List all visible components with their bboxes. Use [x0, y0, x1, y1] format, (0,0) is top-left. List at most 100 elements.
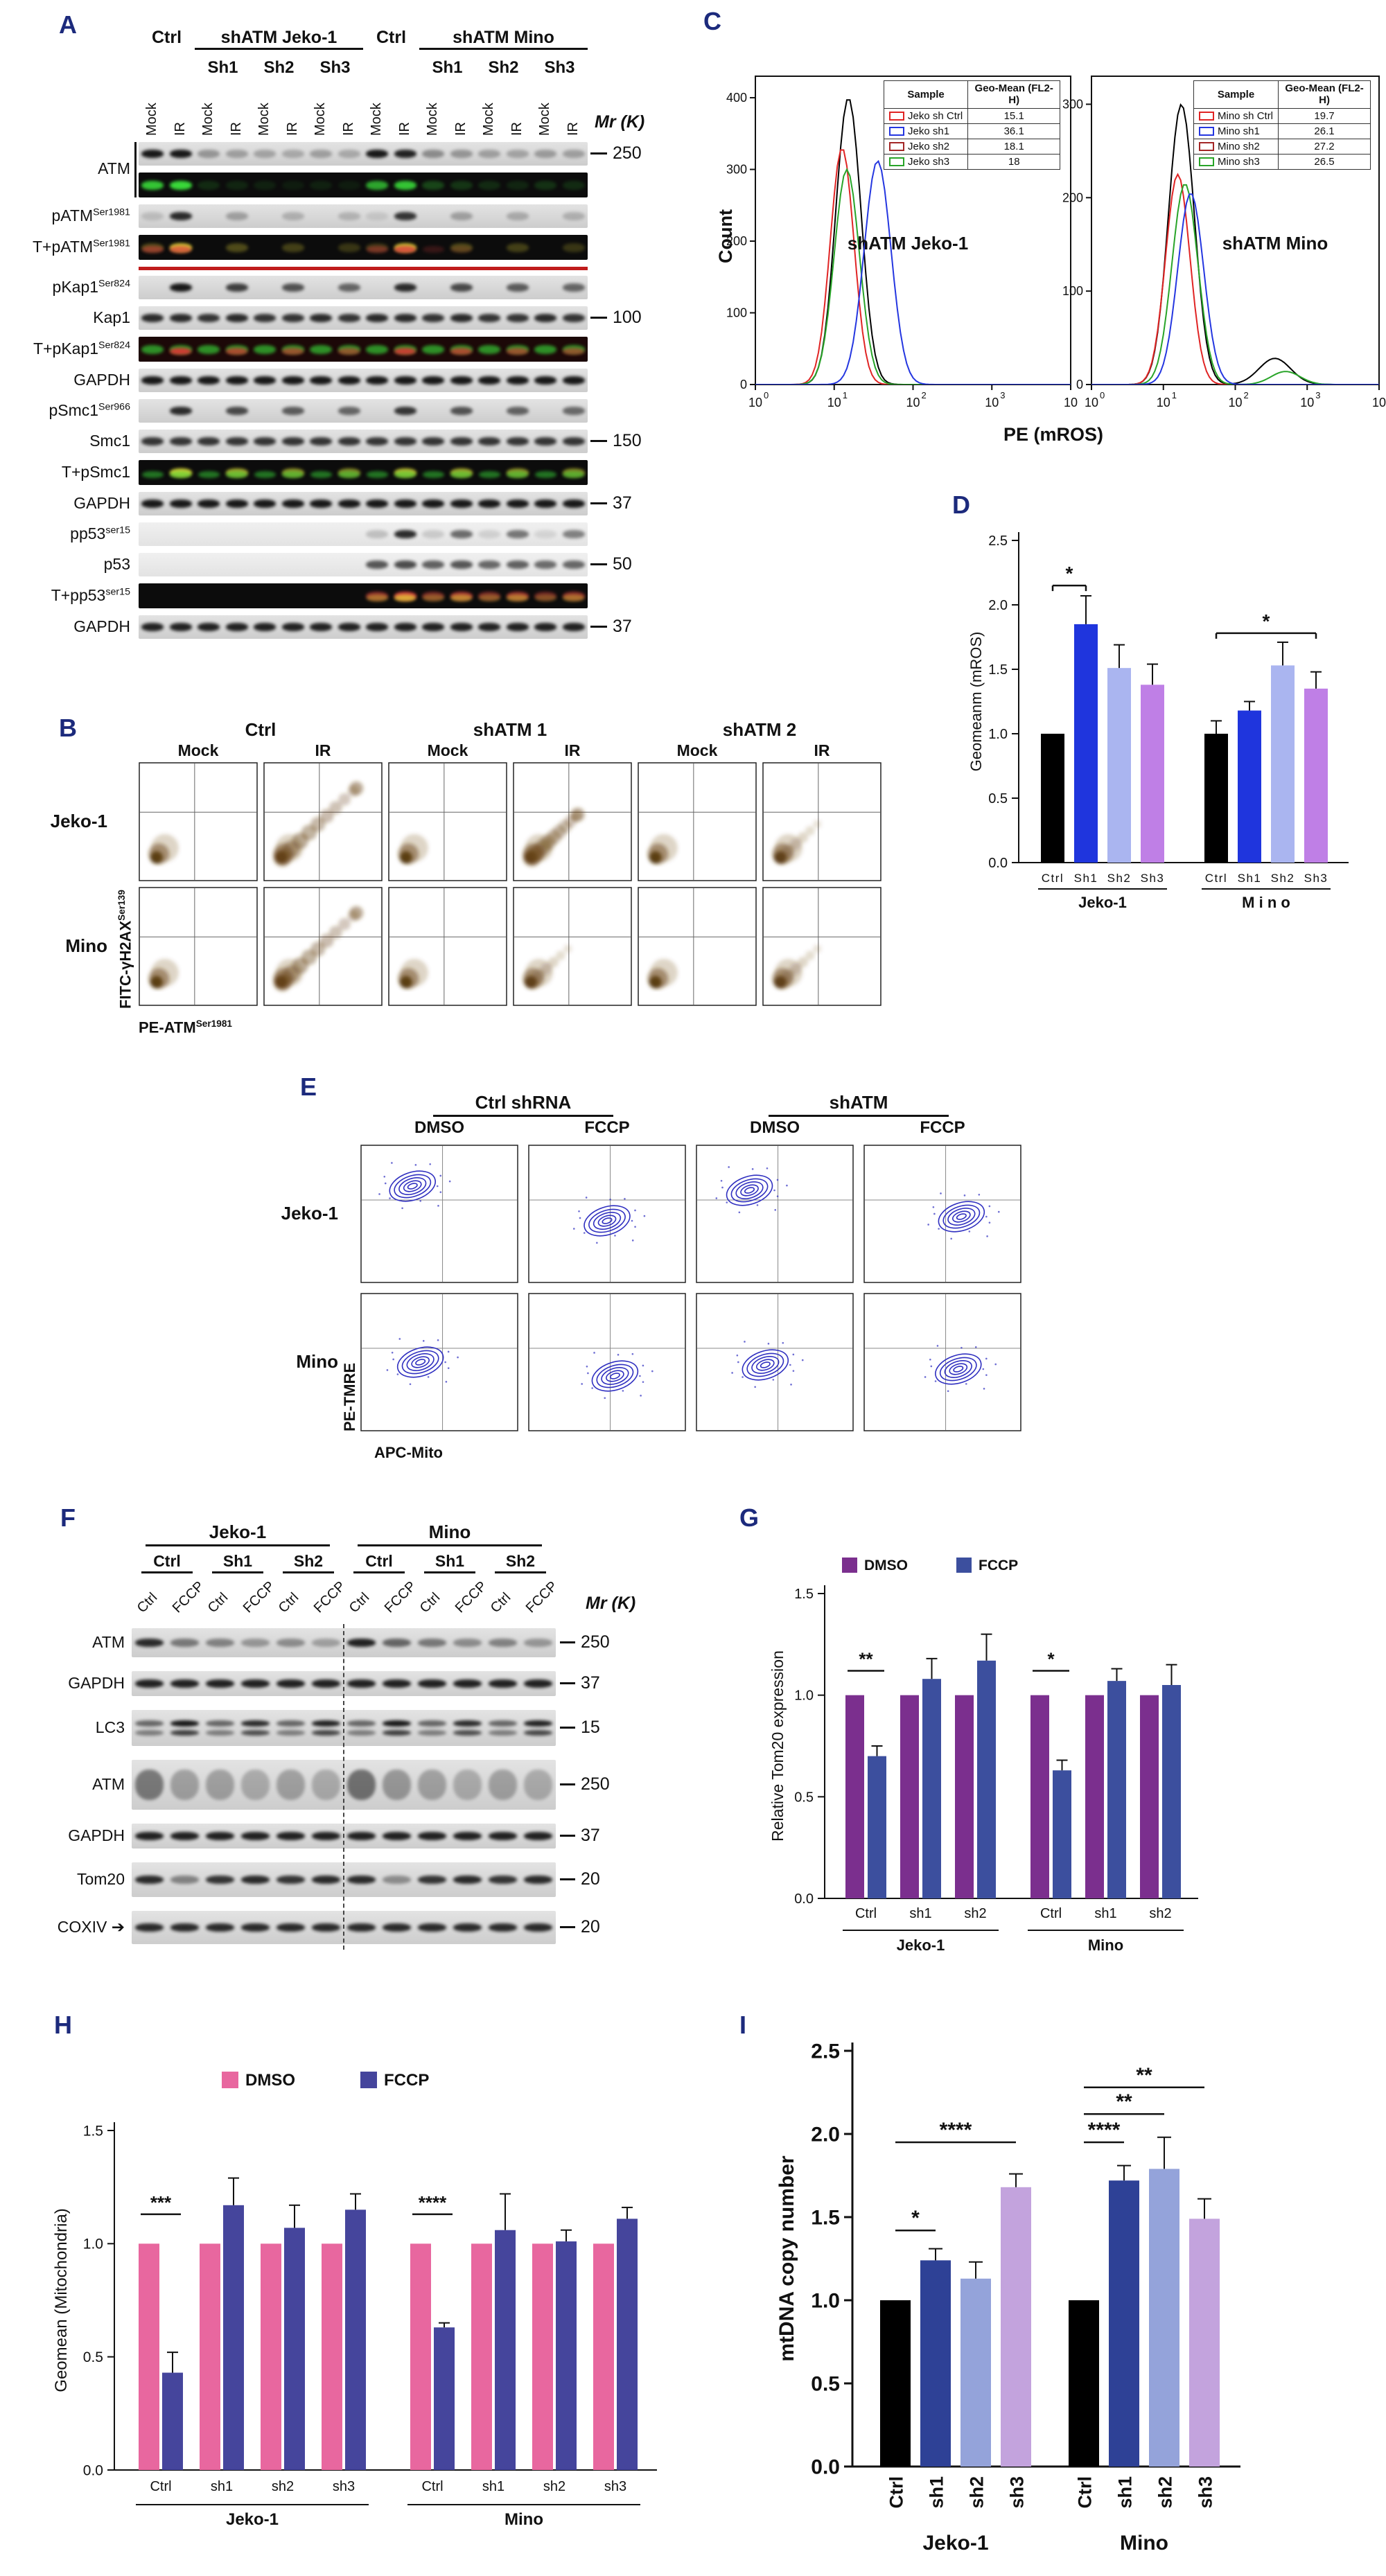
blot-band	[534, 344, 557, 354]
contour-ring	[944, 1360, 972, 1378]
b-cell-0-3	[513, 762, 632, 881]
bar	[1069, 2300, 1099, 2467]
b-cell-1-2	[388, 887, 507, 1006]
scatter-dot	[940, 1192, 942, 1194]
y-tick-label: 0.5	[83, 2349, 103, 2365]
blot-band	[450, 150, 473, 158]
blot-band	[450, 246, 473, 253]
blot-band	[506, 242, 529, 252]
legend-swatch	[842, 1558, 857, 1573]
blot-band	[337, 437, 360, 445]
blot-band	[489, 1679, 517, 1688]
y-tick-label: 1.5	[794, 1587, 814, 1602]
x-cat-label: Ctrl	[150, 2479, 171, 2494]
blot-band	[489, 1769, 517, 1801]
a-row-label-T+pp53-sup: ser15	[105, 586, 130, 598]
blot-band	[312, 1730, 340, 1736]
scatter-dot	[988, 1221, 991, 1224]
legend-swatch	[222, 2072, 238, 2088]
scatter-dot	[593, 1352, 595, 1354]
legend-label: DMSO	[864, 1558, 908, 1573]
blot-band	[277, 1876, 305, 1884]
group-label-1: Mino	[1088, 1937, 1123, 1954]
blot-band	[347, 1639, 376, 1647]
blot-band	[450, 348, 473, 355]
blot-band	[383, 1876, 411, 1884]
legend-cell: Mino sh Ctrl	[1193, 107, 1279, 124]
blot-band	[506, 150, 529, 158]
bar	[162, 2372, 183, 2470]
b-colgroup-1: shATM 1	[473, 719, 547, 740]
y-axis-label: Relative Tom20 expression	[769, 1650, 787, 1842]
contour-ring	[584, 1205, 631, 1237]
f-row-label-6: COXIV ➔	[57, 1918, 125, 1936]
blot-band	[450, 437, 473, 445]
e-subcol-1: FCCP	[584, 1118, 630, 1137]
scatter-dot	[401, 1207, 403, 1210]
sig-label: ****	[940, 2119, 972, 2142]
blot-band	[281, 623, 304, 631]
blot-band	[506, 180, 529, 190]
scatter-dot	[398, 1338, 401, 1340]
b-cell-1-4	[638, 887, 757, 1006]
a-row-label-Smc1: Smc1	[89, 432, 130, 450]
a-blot-pKap1	[139, 276, 588, 299]
blot-band	[422, 314, 445, 322]
blot-band	[225, 407, 248, 415]
sig-label: ***	[150, 2192, 172, 2213]
blot-band	[141, 180, 164, 190]
a-group-jeko: shATM Jeko-1	[195, 28, 363, 50]
blot-band	[310, 180, 333, 190]
contour-ring	[394, 1174, 432, 1199]
chart-D: 0.0 0.5 1.0 1.5 2.0 2.5 Geomeanm (mROS) Ctrl Sh1…	[967, 532, 1349, 911]
a-group-ctrl-2: Ctrl	[376, 28, 407, 47]
blot-band	[366, 242, 389, 252]
scatter-dot	[978, 1194, 981, 1196]
blot-band	[422, 180, 445, 190]
a-blot-T+pKap1	[139, 337, 588, 362]
blot-band	[422, 530, 445, 538]
e-x-axis-label: APC-Mito	[374, 1444, 443, 1461]
contour-ring	[735, 1181, 764, 1199]
c-legend-left: Sample Geo-Mean (FL2-H) Jeko sh Ctrl 15.1 Je…	[883, 80, 1061, 170]
x-cat-label: sh2	[966, 2476, 987, 2509]
blot-band	[254, 471, 276, 478]
blob	[319, 933, 334, 948]
x-tick-label: 10	[985, 396, 999, 409]
blot-band	[170, 1720, 199, 1727]
blot-band	[534, 150, 557, 158]
c-legend-left-table: Sample Geo-Mean (FL2-H) Jeko sh Ctrl 15.1 Je…	[883, 80, 1061, 170]
x-cat-label: sh3	[1195, 2476, 1216, 2509]
bar	[1041, 734, 1064, 863]
blob	[319, 809, 334, 823]
scatter-dot	[639, 1375, 641, 1377]
density-blob	[148, 833, 179, 865]
blot-band	[169, 623, 192, 631]
x-cat-label: sh1	[482, 2479, 505, 2494]
y-axis-label: Geomean (Mitochondria)	[52, 2208, 71, 2392]
y-tick-label: 2.5	[811, 2040, 840, 2063]
curves	[755, 99, 1071, 385]
blot-band	[422, 150, 445, 158]
scatter-dot	[437, 1205, 439, 1207]
x-cat-label: Sh2	[1107, 872, 1132, 885]
blot-band	[422, 471, 444, 478]
blot-band	[450, 407, 473, 415]
coxiv-arrow-icon: ➔	[111, 1918, 125, 1936]
blot-band	[506, 530, 529, 538]
blot-band	[338, 471, 360, 478]
a-row-label-ATM: ATM	[98, 159, 130, 177]
blot-band	[281, 212, 304, 220]
b-colgroup-0: Ctrl	[245, 719, 277, 740]
blot-band	[241, 1832, 270, 1840]
blot-band	[312, 1639, 340, 1647]
blot-band	[277, 1639, 305, 1647]
bar	[471, 2243, 492, 2470]
density-blob	[148, 958, 179, 989]
x-cat-label: Ctrl	[1042, 872, 1064, 885]
b-cell-0-2	[388, 762, 507, 881]
panel-h-label: H	[54, 2011, 72, 2039]
scatter-dot	[378, 1193, 380, 1195]
